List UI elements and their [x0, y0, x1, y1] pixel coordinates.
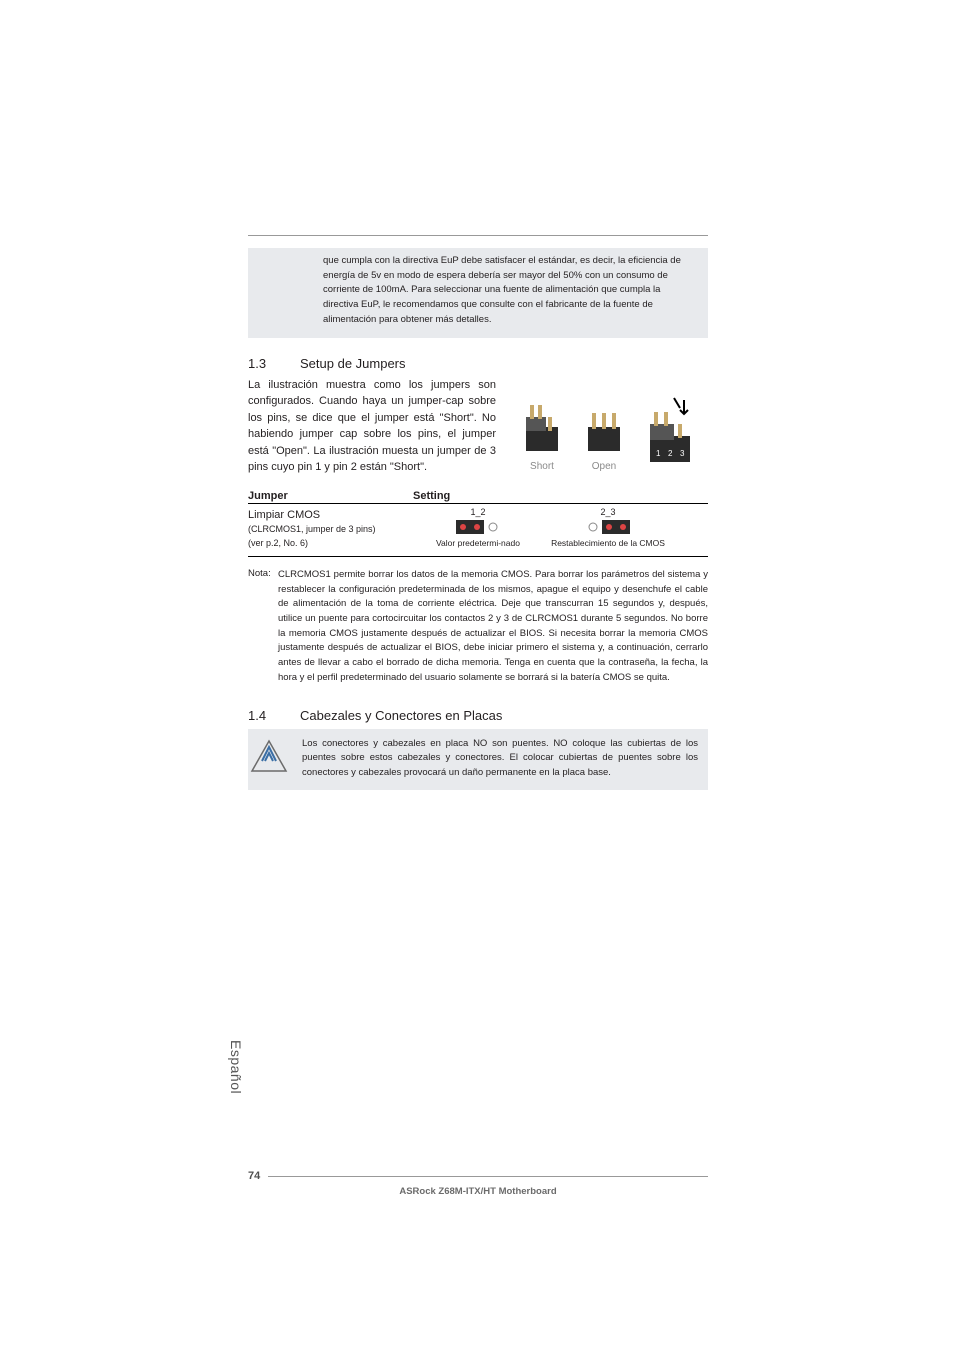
jumper-open-label: Open — [592, 461, 616, 472]
page-content: que cumpla con la directiva EuP debe sat… — [248, 248, 708, 790]
page-number: 74 — [248, 1170, 260, 1182]
nota-block: Nota: CLRCMOS1 permite borrar los datos … — [248, 567, 708, 685]
pinlabel-23: 2_3 — [543, 507, 673, 517]
eup-note-text: que cumpla con la directiva EuP debe sat… — [323, 255, 681, 325]
warning-text: Los conectores y cabezales en placa NO s… — [302, 737, 698, 781]
footer-product: ASRock Z68M-ITX/HT Motherboard — [248, 1186, 708, 1197]
section-13-intro: La ilustración muestra como los jumpers … — [248, 377, 496, 476]
eup-note-box: que cumpla con la directiva EuP debe sat… — [248, 248, 708, 338]
jumper-illustration: Short Open — [508, 377, 708, 472]
nota-text: CLRCMOS1 permite borrar los datos de la … — [248, 568, 708, 686]
td-setting-default: 1_2 Valor predetermi-nado — [413, 507, 543, 551]
jumper-arrow-col: 1 2 3 — [644, 396, 696, 472]
td-jumper-name: Limpiar CMOS (CLRCMOS1, jumper de 3 pins… — [248, 507, 413, 551]
caption-clear: Restablecimiento de la CMOS — [543, 538, 673, 548]
jumper-table-row: Limpiar CMOS (CLRCMOS1, jumper de 3 pins… — [248, 504, 708, 558]
section-13-title: 1.3Setup de Jumpers — [248, 356, 708, 371]
jumper-name: Limpiar CMOS — [248, 507, 413, 524]
jumper-open-col: Open — [582, 397, 626, 472]
section-13-name: Setup de Jumpers — [300, 356, 406, 371]
jumper-sub1: (CLRCMOS1, jumper de 3 pins) — [248, 523, 413, 537]
jumper-sub2: (ver p.2, No. 6) — [248, 537, 413, 551]
jumper-short-col: Short — [520, 397, 564, 472]
jumper-short-label: Short — [530, 461, 554, 472]
jumper-numbered-icon: 1 2 3 — [644, 396, 696, 468]
pins-12-icon — [456, 520, 500, 534]
jumper-open-icon — [582, 397, 626, 457]
td-setting-clear: 2_3 Restablecimiento de la CMOS — [543, 507, 673, 551]
pinlabel-12: 1_2 — [413, 507, 543, 517]
pins-23-icon — [586, 520, 630, 534]
section-13-num: 1.3 — [248, 356, 300, 371]
th-setting: Setting — [413, 490, 543, 502]
side-language-label: Español — [228, 1040, 244, 1094]
section-14-num: 1.4 — [248, 708, 300, 723]
bottom-rule-row: 74 — [248, 1170, 708, 1182]
svg-text:3: 3 — [680, 449, 685, 458]
section-14-name: Cabezales y Conectores en Placas — [300, 708, 502, 723]
warning-row: Los conectores y cabezales en placa NO s… — [248, 729, 708, 790]
jumper-table-header: Jumper Setting — [248, 490, 708, 504]
warning-icon — [250, 739, 288, 782]
section-14-title: 1.4Cabezales y Conectores en Placas — [248, 708, 708, 723]
svg-text:1: 1 — [656, 449, 661, 458]
svg-text:2: 2 — [668, 449, 673, 458]
th-jumper: Jumper — [248, 490, 413, 502]
jumper-short-icon — [520, 397, 564, 457]
section-13-intro-row: La ilustración muestra como los jumpers … — [248, 377, 708, 476]
top-rule — [248, 235, 708, 236]
caption-default: Valor predetermi-nado — [413, 538, 543, 548]
nota-label: Nota: — [248, 567, 278, 582]
bottom-rule — [268, 1176, 708, 1177]
